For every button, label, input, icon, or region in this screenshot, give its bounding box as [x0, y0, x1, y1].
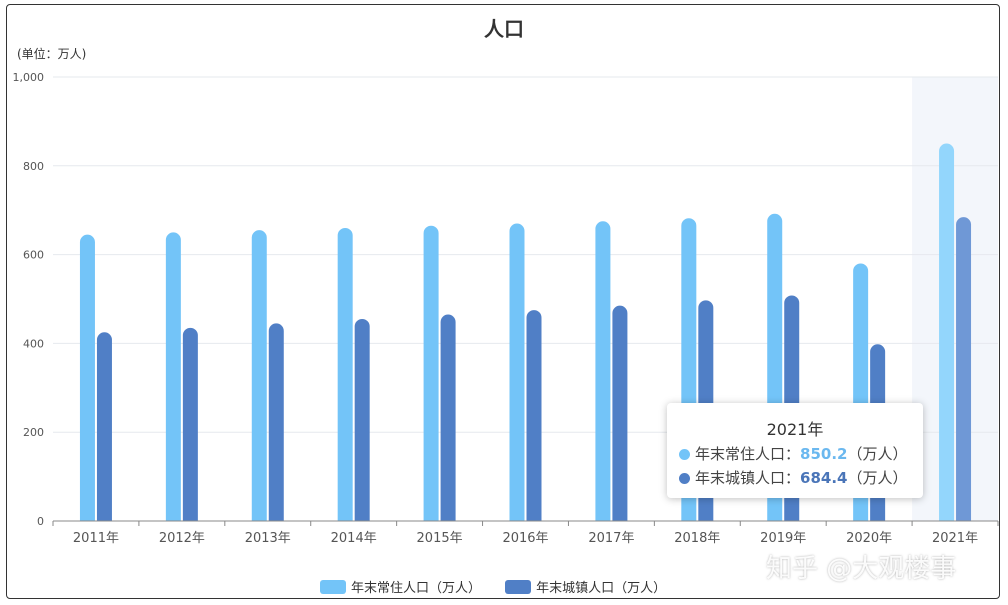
- bar-resident-2013年[interactable]: [251, 230, 267, 521]
- x-tick-label: 2016年: [502, 531, 548, 546]
- tooltip-dot-resident: [679, 449, 690, 460]
- tooltip-value-resident: 850.2: [800, 445, 848, 463]
- bar-urban-2015年[interactable]: [440, 314, 456, 521]
- tooltip-label-urban: 年末城镇人口：: [695, 469, 801, 487]
- x-tick-label: 2018年: [674, 531, 720, 546]
- unit-label: (单位：万人): [17, 47, 87, 61]
- bar-urban-2011年[interactable]: [96, 332, 112, 521]
- x-tick-label: 2013年: [245, 531, 291, 546]
- bar-urban-2016年[interactable]: [526, 310, 542, 521]
- y-tick-label: 0: [37, 515, 44, 528]
- tooltip-dot-urban: [679, 473, 690, 484]
- tooltip-unit-urban: （万人）: [847, 469, 908, 487]
- bar-urban-2014年[interactable]: [354, 318, 370, 521]
- bar-resident-2014年[interactable]: [337, 227, 353, 521]
- x-tick-label: 2011年: [73, 531, 119, 546]
- legend-item-urban[interactable]: 年末城镇人口（万人）: [505, 577, 666, 596]
- tooltip-row-resident: 年末常住人口：850.2（万人）: [679, 443, 907, 464]
- y-tick-label: 600: [23, 249, 44, 262]
- tooltip-value-urban: 684.4: [800, 469, 848, 487]
- bar-urban-2012年[interactable]: [182, 327, 198, 521]
- legend-label-urban: 年末城镇人口（万人）: [536, 581, 667, 596]
- tooltip: 2021年 年末常住人口：850.2（万人） 年末城镇人口：684.4（万人）: [667, 403, 923, 498]
- legend-swatch-resident: [320, 580, 346, 594]
- x-tick-label: 2015年: [417, 531, 463, 546]
- bar-resident-2016年[interactable]: [509, 223, 525, 521]
- legend-label-resident: 年末常住人口（万人）: [351, 581, 482, 596]
- x-tick-label: 2012年: [159, 531, 205, 546]
- chart-title: 人口: [484, 17, 524, 41]
- bar-urban-2013年[interactable]: [268, 323, 284, 521]
- bar-resident-2015年[interactable]: [423, 225, 439, 521]
- x-tick-label: 2021年: [932, 531, 978, 546]
- bar-resident-2017年[interactable]: [595, 221, 611, 521]
- y-tick-label: 200: [23, 426, 44, 439]
- bar-urban-2021年[interactable]: [956, 217, 972, 522]
- y-tick-label: 1,000: [13, 71, 45, 84]
- x-tick-label: 2014年: [331, 531, 377, 546]
- legend: 年末常住人口（万人） 年末城镇人口（万人）: [320, 577, 686, 596]
- bar-resident-2011年[interactable]: [79, 234, 95, 521]
- bar-resident-2012年[interactable]: [165, 232, 181, 521]
- y-tick-label: 800: [23, 160, 44, 173]
- x-tick-label: 2017年: [588, 531, 634, 546]
- x-tick-label: 2019年: [760, 531, 806, 546]
- tooltip-row-urban: 年末城镇人口：684.4（万人）: [679, 467, 907, 488]
- y-tick-label: 400: [23, 337, 44, 350]
- legend-item-resident[interactable]: 年末常住人口（万人）: [320, 577, 481, 596]
- watermark: 知乎 @大观楼事: [766, 554, 957, 584]
- bar-resident-2021年[interactable]: [939, 143, 955, 521]
- tooltip-title: 2021年: [766, 420, 824, 439]
- tooltip-unit-resident: （万人）: [847, 445, 908, 463]
- x-tick-label: 2020年: [846, 531, 892, 546]
- highlight-band: [912, 77, 998, 521]
- tooltip-label-resident: 年末常住人口：: [695, 445, 801, 463]
- legend-swatch-urban: [505, 580, 532, 594]
- bar-urban-2017年[interactable]: [612, 305, 628, 521]
